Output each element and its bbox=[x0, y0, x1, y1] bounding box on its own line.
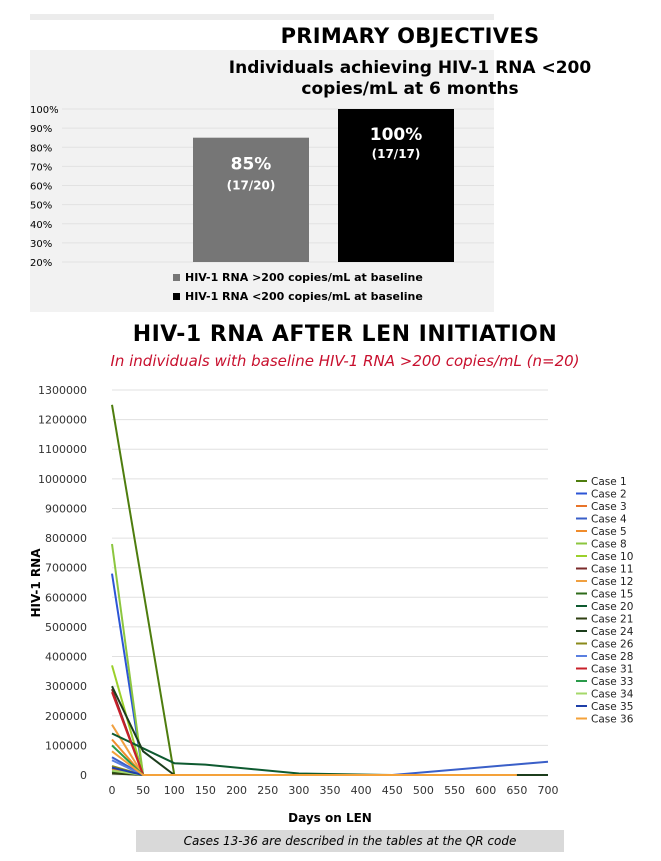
line-x-tick-label: 300 bbox=[288, 784, 309, 797]
line-y-tick-label: 100000 bbox=[45, 739, 87, 752]
line-y-tick-label: 300000 bbox=[45, 680, 87, 693]
bar-legend-label: HIV-1 RNA <200 copies/mL at baseline bbox=[185, 290, 423, 303]
line-legend-label: Case 4 bbox=[591, 514, 627, 526]
line-x-tick-label: 700 bbox=[538, 784, 559, 797]
line-x-tick-label: 100 bbox=[164, 784, 185, 797]
line-legend-label: Case 11 bbox=[591, 564, 633, 576]
line-series-case-24 bbox=[111, 685, 548, 776]
line-y-tick-label: 200000 bbox=[45, 710, 87, 723]
line-x-tick-label: 500 bbox=[413, 784, 434, 797]
bar-count-label: (17/20) bbox=[227, 179, 276, 193]
line-x-tick-label: 350 bbox=[320, 784, 341, 797]
primary-objectives-title: PRIMARY OBJECTIVES bbox=[280, 24, 540, 48]
line-legend-label: Case 24 bbox=[591, 626, 634, 638]
bar-chart-title: Individuals achieving HIV-1 RNA <200 cop… bbox=[30, 58, 661, 100]
line-legend-label: Case 3 bbox=[591, 501, 627, 513]
line-x-tick-label: 550 bbox=[444, 784, 465, 797]
line-y-tick-label: 1200000 bbox=[38, 414, 87, 427]
line-y-tick-label: 800000 bbox=[45, 532, 87, 545]
line-series-case-35 bbox=[111, 766, 144, 776]
line-x-tick-label: 50 bbox=[136, 784, 150, 797]
line-y-tick-label: 500000 bbox=[45, 621, 87, 634]
line-legend-label: Case 26 bbox=[591, 639, 634, 651]
bar-count-label: (17/17) bbox=[372, 147, 421, 161]
bar-value-label: 85% bbox=[231, 155, 272, 175]
line-x-tick-label: 200 bbox=[226, 784, 247, 797]
line-series-case-20 bbox=[111, 732, 393, 776]
line-series-case-8 bbox=[111, 543, 145, 776]
bar-chart: 20% 30% 40% 50% 60% 70% 80% 90% 100% 85% (17/20) 10… bbox=[30, 105, 494, 303]
line-legend-label: Case 15 bbox=[591, 589, 633, 601]
line-y-tick-label: 0 bbox=[80, 769, 87, 782]
line-legend-label: Case 2 bbox=[591, 489, 627, 501]
bar-y-tick-label: 40% bbox=[30, 220, 52, 231]
bar-chart-panel: Individuals achieving HIV-1 RNA <200 cop… bbox=[30, 50, 591, 312]
line-x-tick-label: 150 bbox=[195, 784, 216, 797]
bar-y-tick-label: 60% bbox=[30, 182, 52, 193]
line-chart-title: HIV-1 RNA AFTER LEN INITIATION bbox=[132, 322, 558, 347]
bar-y-tick-label: 80% bbox=[30, 143, 52, 154]
line-y-axis-label: HIV-1 RNA bbox=[29, 548, 43, 618]
line-legend-label: Case 34 bbox=[591, 689, 634, 701]
footnote: Cases 13-36 are described in the tables … bbox=[136, 830, 564, 852]
line-y-tick-label: 1000000 bbox=[38, 473, 87, 486]
line-x-tick-label: 0 bbox=[109, 784, 116, 797]
line-x-tick-label: 600 bbox=[475, 784, 496, 797]
line-legend-label: Case 8 bbox=[591, 539, 627, 551]
bar-y-tick-label: 70% bbox=[30, 162, 52, 173]
line-legend-label: Case 28 bbox=[591, 651, 633, 663]
bar-y-tick-label: 90% bbox=[30, 124, 52, 135]
bar-y-tick-label: 50% bbox=[30, 201, 52, 212]
line-x-tick-label: 400 bbox=[351, 784, 372, 797]
bar-2 bbox=[338, 109, 454, 262]
line-series-case-4 bbox=[111, 756, 549, 776]
line-series-case-36 bbox=[111, 750, 517, 776]
line-x-axis-label: Days on LEN bbox=[288, 811, 372, 825]
top-band bbox=[30, 14, 494, 20]
line-series-case-12 bbox=[111, 724, 144, 776]
line-legend-label: Case 36 bbox=[591, 714, 634, 726]
line-y-tick-label: 900000 bbox=[45, 502, 87, 515]
line-x-tick-label: 450 bbox=[382, 784, 403, 797]
line-legend-label: Case 12 bbox=[591, 576, 633, 588]
bar-y-tick-label: 30% bbox=[30, 239, 52, 250]
line-legend-label: Case 10 bbox=[591, 551, 633, 563]
line-chart-subtitle: In individuals with baseline HIV-1 RNA >… bbox=[110, 352, 580, 370]
line-x-tick-label: 650 bbox=[506, 784, 527, 797]
line-y-tick-label: 700000 bbox=[45, 562, 87, 575]
line-legend-label: Case 31 bbox=[591, 664, 633, 676]
line-legend-label: Case 21 bbox=[591, 614, 633, 626]
bar-legend-label: HIV-1 RNA >200 copies/mL at baseline bbox=[185, 271, 423, 284]
line-y-tick-label: 1300000 bbox=[38, 384, 87, 397]
bar-legend-swatch bbox=[173, 274, 180, 281]
line-series-case-1 bbox=[111, 404, 176, 776]
line-chart: 0 100000 200000 300000 400000 500000 600000 700… bbox=[29, 384, 634, 825]
line-legend-label: Case 33 bbox=[591, 676, 633, 688]
line-y-tick-label: 1100000 bbox=[38, 443, 87, 456]
line-x-tick-label: 250 bbox=[257, 784, 278, 797]
line-legend-label: Case 35 bbox=[591, 701, 633, 713]
line-legend-label: Case 20 bbox=[591, 601, 633, 613]
line-legend-label: Case 5 bbox=[591, 526, 627, 538]
line-series-case-31 bbox=[111, 691, 145, 776]
bar-chart-title-line-1: Individuals achieving HIV-1 RNA <200 bbox=[228, 58, 592, 78]
bar-legend-swatch bbox=[173, 293, 180, 300]
line-series-case-28 bbox=[111, 759, 144, 776]
bar-chart-title-line-2: copies/mL at 6 months bbox=[301, 79, 519, 99]
bar-y-tick-label: 100% bbox=[30, 105, 59, 116]
line-y-tick-label: 400000 bbox=[45, 651, 87, 664]
bar-1 bbox=[193, 137, 309, 262]
line-y-tick-label: 600000 bbox=[45, 591, 87, 604]
line-legend-label: Case 1 bbox=[591, 476, 627, 488]
bar-value-label: 100% bbox=[370, 125, 423, 145]
bar-y-tick-label: 20% bbox=[30, 258, 52, 269]
